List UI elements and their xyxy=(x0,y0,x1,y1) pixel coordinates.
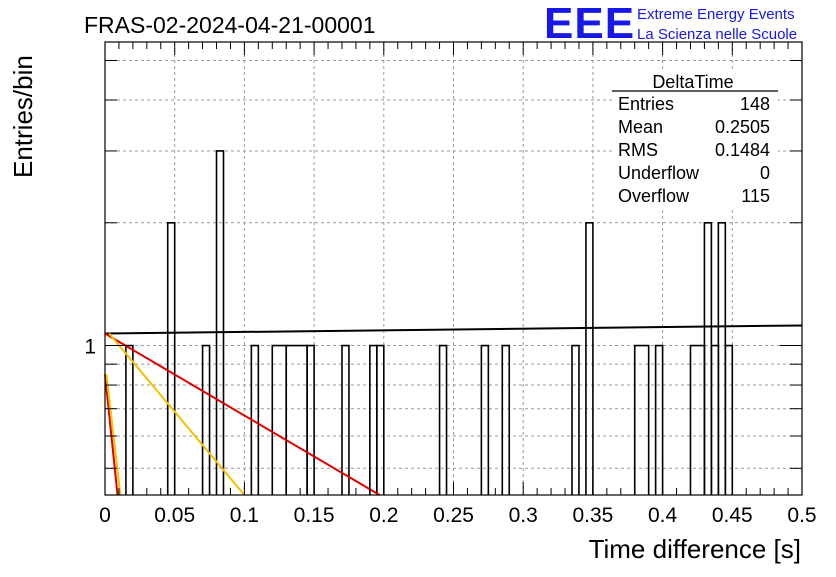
histogram-bin xyxy=(376,344,385,495)
histogram-bin xyxy=(654,344,664,495)
y-tick-label: 1 xyxy=(84,336,96,359)
fit-curve xyxy=(105,374,122,496)
stats-value: 0 xyxy=(760,163,770,183)
x-tick-label: 0.05 xyxy=(154,504,195,527)
stats-label: Underflow xyxy=(618,163,700,183)
histogram-bin xyxy=(438,344,448,495)
y-axis-title: Entries/bin xyxy=(8,55,38,178)
histogram-bin xyxy=(201,344,211,495)
x-tick-label: 0.15 xyxy=(294,504,335,527)
histogram-bin xyxy=(306,344,315,495)
histogram-bin xyxy=(215,150,225,495)
histogram-bin xyxy=(341,344,350,495)
histogram-bin xyxy=(585,221,594,495)
stats-title: DeltaTime xyxy=(652,72,733,92)
x-tick-label: 0.2 xyxy=(369,504,398,527)
histogram-bin xyxy=(633,344,650,495)
chart-title: FRAS-02-2024-04-21-00001 xyxy=(84,12,376,38)
histogram-bin xyxy=(166,221,176,495)
x-tick-label: 0 xyxy=(99,504,111,527)
fit-curves xyxy=(104,324,803,496)
axis-ticks: 0 0.05 0.1 0.15 0.2 0.25 0.3 0.35 0.4 0.45 0.5 1 xyxy=(84,42,817,527)
stats-label: Entries xyxy=(618,94,674,114)
stats-box-background xyxy=(612,70,778,210)
x-tick-label: 0.4 xyxy=(648,504,678,527)
logo-line-2: La Scienza nelle Scuole xyxy=(637,26,797,43)
x-tick-label: 0.5 xyxy=(787,504,816,527)
stats-value: 148 xyxy=(740,94,770,114)
x-axis-title: Time difference [s] xyxy=(589,534,801,564)
x-tick-label: 0.1 xyxy=(230,504,259,527)
x-tick-label: 0.25 xyxy=(433,504,474,527)
stats-value: 115 xyxy=(741,186,770,206)
stats-rows: Entries 148 Mean 0.2505 RMS 0.1484 Underflow 0 O… xyxy=(618,94,770,206)
fit-curve xyxy=(104,324,803,335)
histogram-bin xyxy=(724,344,734,495)
x-tick-label: 0.35 xyxy=(572,504,613,527)
fit-curve xyxy=(108,332,246,496)
eee-logo: EEE xyxy=(544,0,635,48)
fit-curve xyxy=(104,374,119,496)
x-tick-label: 0.3 xyxy=(509,504,538,527)
logo-line-1: Extreme Energy Events xyxy=(637,6,795,23)
x-tick-label: 0.45 xyxy=(712,504,753,527)
histogram-bin xyxy=(480,344,490,495)
histogram-bin xyxy=(501,344,511,495)
stats-value: 0.2505 xyxy=(715,117,770,137)
histogram-bin xyxy=(125,344,134,495)
histogram-bin xyxy=(571,344,580,495)
stats-label: RMS xyxy=(618,140,658,160)
stats-box: DeltaTime Entries 148 Mean 0.2505 RMS 0.1484 U… xyxy=(612,70,778,210)
stats-label: Mean xyxy=(618,117,663,137)
stats-value: 0.1484 xyxy=(715,140,770,160)
stats-label: Overflow xyxy=(618,186,690,206)
fit-curve xyxy=(104,332,381,496)
